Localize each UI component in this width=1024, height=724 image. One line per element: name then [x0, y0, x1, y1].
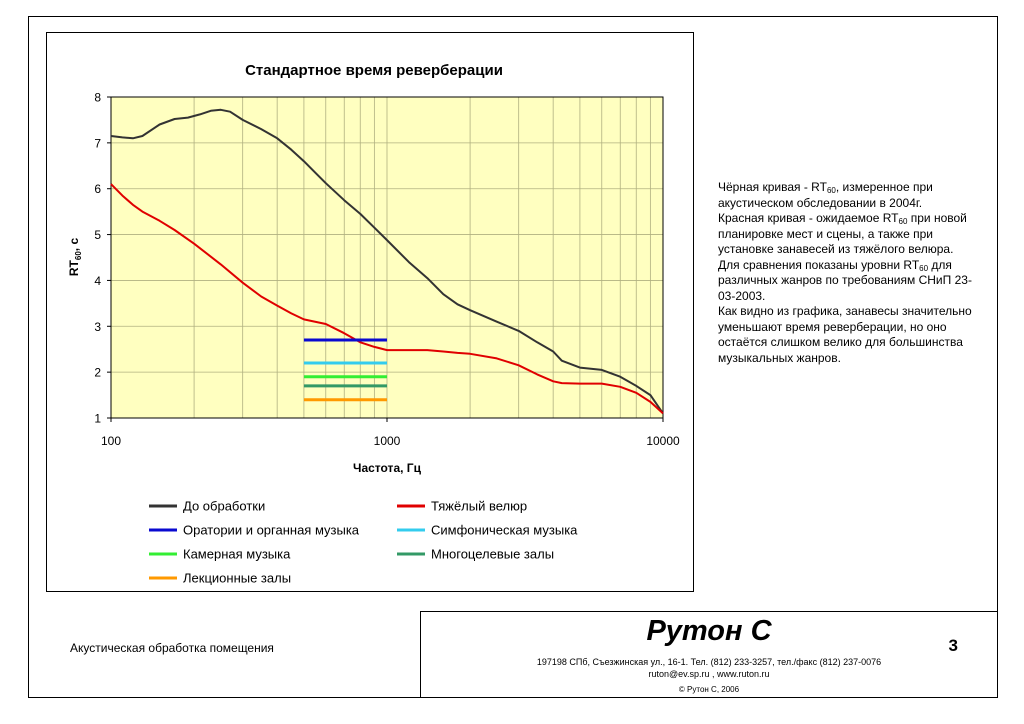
- legend-label: Симфоническая музыка: [431, 523, 578, 538]
- company-contacts: ruton@ev.sp.ru , www.ruton.ru: [648, 669, 770, 679]
- y-tick-label: 7: [94, 136, 101, 150]
- legend-label: Тяжёлый велюр: [431, 499, 527, 514]
- description-paragraph-red-curve: Красная кривая - ожидаемое RT60 при ново…: [718, 211, 967, 256]
- description-paragraph-black-curve: Чёрная кривая - RT60, измеренное при аку…: [718, 180, 933, 210]
- legend-label: Многоцелевые залы: [431, 547, 554, 562]
- x-tick-label: 10000: [646, 434, 680, 448]
- y-tick-label: 5: [94, 228, 101, 242]
- series-line-1: [110, 108, 664, 414]
- chart-container: 1 2 3 4 5 6 7 8 100 1000 10000 Стандартное время ре…: [46, 32, 694, 592]
- y-tick-label: 3: [94, 320, 101, 334]
- y-tick-label: 1: [94, 412, 101, 426]
- legend-label: Оратории и органная музыка: [183, 523, 360, 538]
- y-tick-label: 6: [94, 182, 101, 196]
- series-line-2: [110, 183, 664, 415]
- footer-company-box: Рутон С 3 197198 СПб, Съезжинская ул., 1…: [420, 611, 998, 698]
- x-tick-label: 100: [101, 434, 121, 448]
- footer-subject: Акустическая обработка помещения: [70, 641, 274, 655]
- rt60-chart: 1 2 3 4 5 6 7 8 100 1000 10000 Стандартное время ре…: [67, 62, 680, 586]
- slide-frame: [28, 16, 998, 698]
- y-axis-label: RT60, с: [67, 238, 83, 277]
- legend-label: До обработки: [183, 499, 265, 514]
- company-address: 197198 СПб, Съезжинская ул., 16-1. Тел. …: [536, 657, 882, 667]
- y-tick-label: 8: [94, 91, 101, 105]
- y-tick-label: 4: [94, 274, 101, 288]
- page-number: 3: [948, 636, 958, 655]
- legend-label: Камерная музыка: [183, 547, 291, 562]
- legend-label: Лекционные залы: [183, 571, 291, 586]
- company-name: Рутон С: [646, 615, 772, 647]
- description-paragraph-conclusion: Как видно из графика, занавесы значитель…: [718, 304, 972, 365]
- copyright: © Рутон С, 2006: [678, 685, 740, 694]
- description-paragraph-comparison: Для сравнения показаны уровни RT60 для р…: [718, 257, 972, 303]
- y-tick-label: 2: [94, 366, 101, 380]
- chart-title: Стандартное время реверберации: [245, 62, 503, 79]
- x-tick-label: 1000: [374, 434, 401, 448]
- description-text: Чёрная кривая - RT60, измеренное при аку…: [718, 180, 980, 366]
- x-axis-label: Частота, Гц: [353, 461, 422, 475]
